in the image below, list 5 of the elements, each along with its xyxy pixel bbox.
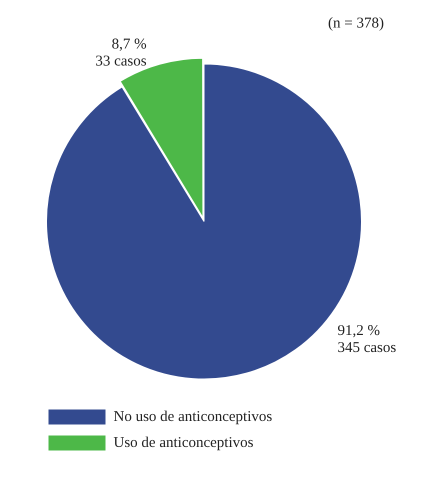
data-label: 8,7 % 33 casos: [95, 36, 147, 70]
legend-label: Uso de anticonceptivos: [114, 434, 254, 451]
legend-label: No uso de anticonceptivos: [114, 408, 272, 425]
text: (n = 378): [328, 15, 384, 32]
data-label: 91,2 % 345 casos: [337, 322, 396, 356]
